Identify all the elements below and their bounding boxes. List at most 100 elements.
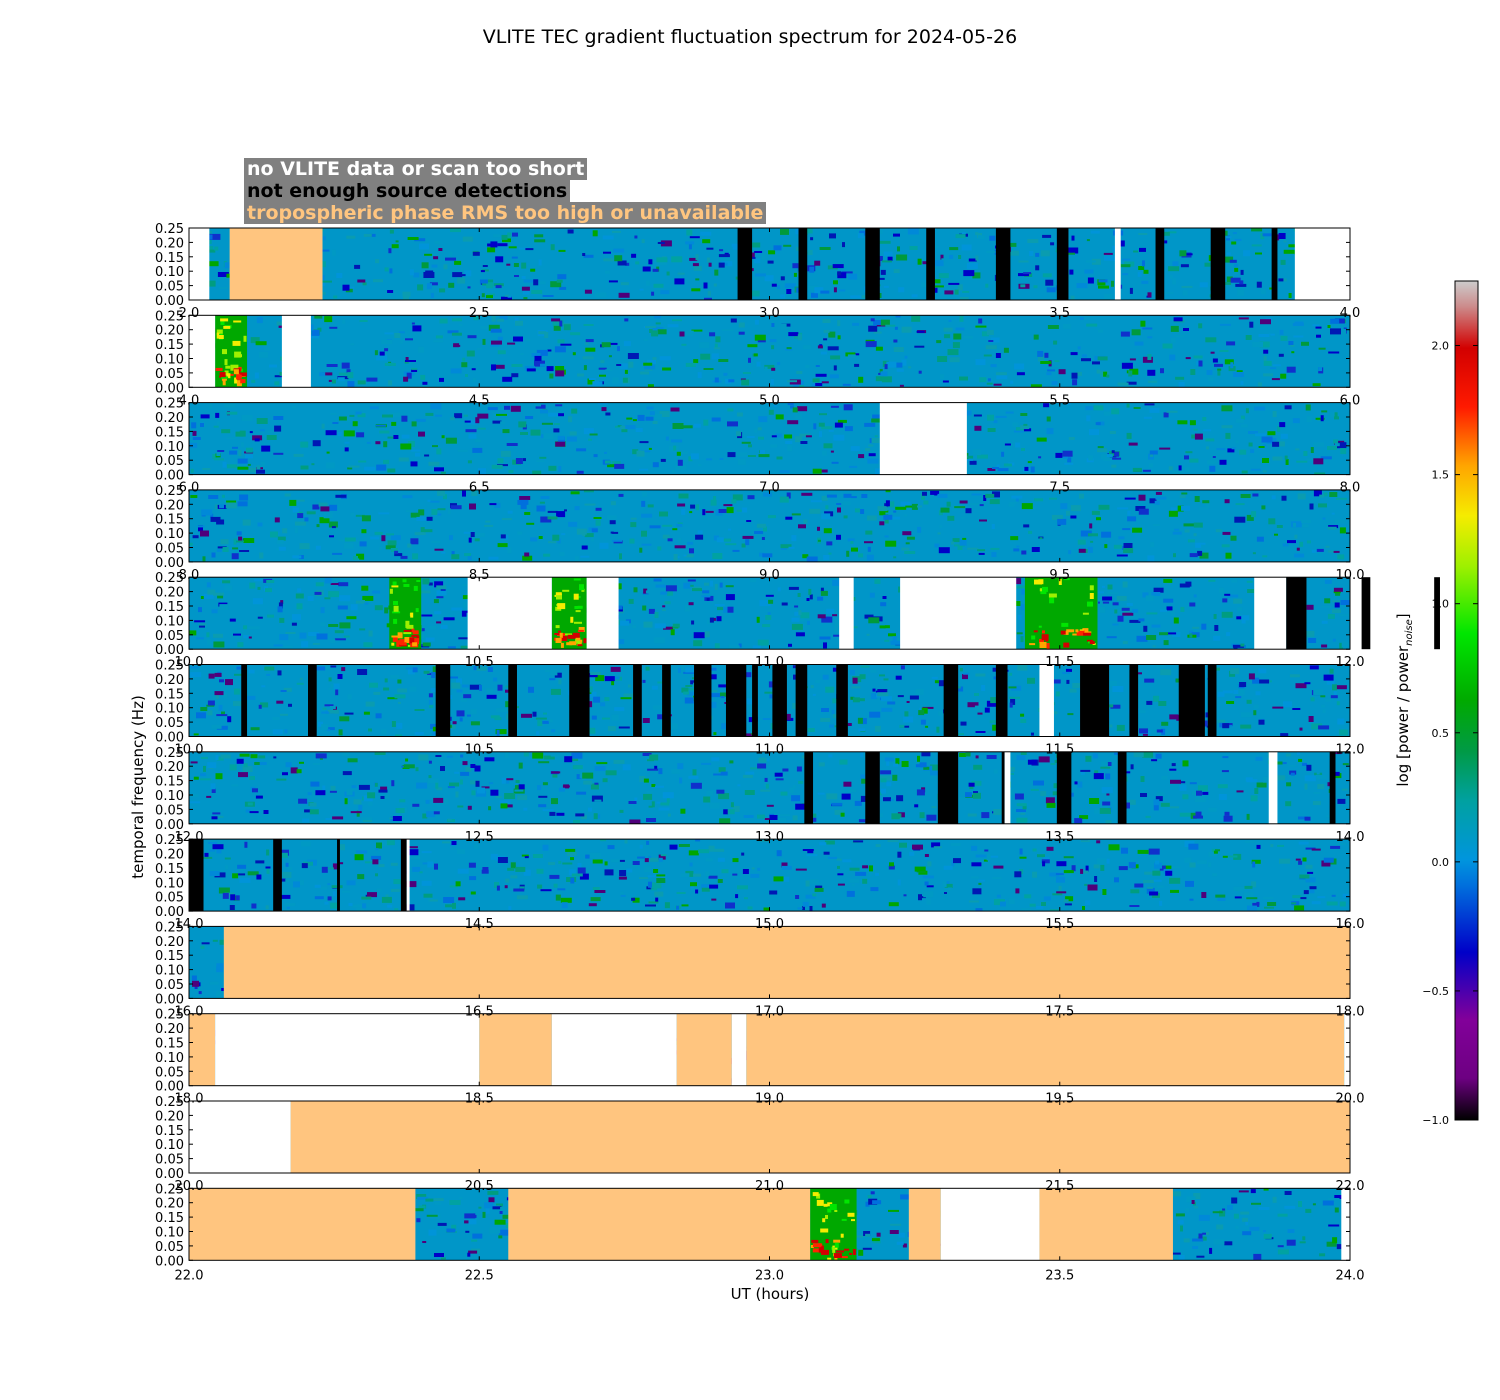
spectrum-cell [604,451,607,454]
spectrum-cell [950,843,961,846]
spectrum-cell [553,883,558,888]
spectrum-cell [1196,860,1207,865]
spectrum-cell [336,273,343,278]
spectrum-cell [1091,510,1100,515]
spectrum-cell [1283,278,1287,282]
spectrum-cell [1333,591,1341,594]
spectrum-cell [539,501,545,504]
spectrum-cell [1236,370,1243,373]
spectrum-cell [1317,784,1325,789]
spectrum-cell [1107,592,1119,595]
spectrum-cell [612,377,619,384]
spectrum-cell [488,324,500,331]
spectrum-cell [685,330,694,336]
spectrum-cell [1005,411,1014,414]
spectrum-cell [937,493,948,498]
spectrum-cell [551,771,561,774]
spectrum-cell [277,536,286,541]
spectrum-cell [623,693,635,699]
spectrum-cell [508,246,517,249]
spectrum-cell [583,254,594,258]
high-power-cell [409,637,415,644]
spectrum-cell [1212,456,1216,458]
spectrum-cell [1217,368,1222,371]
spectrum-cell [1063,456,1068,459]
spectrum-cell [1288,293,1292,298]
spectrum-cell [537,720,543,727]
spectrum-cell [1170,806,1179,809]
y-tick-label: 0.25 [155,571,184,586]
spectrum-cell [887,701,896,705]
high-power-cell [558,630,561,633]
spectrum-cell [1159,900,1163,906]
spectrum-cell [796,371,803,374]
spectrum-cell [1103,371,1108,377]
spectrum-cell [515,458,523,464]
spectrum-cell [837,419,847,423]
spectrum-cell [491,364,496,371]
spectrum-cell [786,289,792,294]
spectrum-cell [288,867,292,870]
spectrum-cell [470,891,476,895]
spectrum-cell [1106,680,1118,687]
high-power-cell [1089,641,1095,645]
spectrum-cell [727,606,734,613]
spectrum-cell [214,672,222,677]
spectrum-cell [521,286,530,291]
spectrum-cell [418,509,425,516]
spectrum-cell [1047,325,1059,329]
mask-not-enough-detections [1056,228,1069,300]
spectrum-cell [555,366,565,371]
spectrum-cell [616,364,622,366]
spectrum-cell [297,513,304,519]
spectrum-cell [792,263,799,269]
spectrum-cell [437,490,445,496]
spectrum-cell [1089,798,1100,804]
spectrum-cell [324,316,333,323]
spectrum-cell [737,885,748,890]
spectrum-cell [232,873,239,879]
spectrum-cell [312,642,320,645]
spectrum-cell [349,286,355,289]
spectrum-cell [1158,701,1167,706]
spectrum-cell [844,426,853,432]
spectrum-cell [1169,354,1176,361]
spectrum-cell [933,846,942,849]
spectrum-cell [497,243,508,247]
spectrum-cell [456,678,462,685]
spectrum-cell [874,725,881,732]
spectrum-cell [1284,455,1288,460]
spectrum-cell [1085,406,1097,411]
spectrum-cell [190,666,199,669]
spectrum-cell [1040,791,1047,797]
spectrum-cell [309,809,319,815]
spectrum-cell [1172,531,1182,535]
spectrum-cell [1000,901,1006,907]
high-power-cell [389,588,393,594]
spectrum-cell [780,323,787,330]
spectrum-cell [1181,285,1193,288]
spectrum-cell [722,329,733,332]
spectrum-cell [289,499,297,506]
spectrum-cell [229,764,237,771]
spectrum-cell [963,270,975,277]
spectrum-cell [629,819,641,824]
spectrum-cell [463,601,468,608]
spectrum-cell [853,840,864,843]
y-tick-label: 0.20 [155,236,184,251]
spectrum-cell [689,236,700,239]
spectrum-cell [540,409,548,414]
spectrum-cell [645,904,656,907]
spectrum-cell [403,295,409,300]
spectrum-cell [272,717,280,720]
spectrum-cell [1064,252,1075,255]
spectrum-cell [466,350,475,357]
spectrum-cell [1147,336,1153,339]
spectrum-cell [1272,411,1277,418]
spectrum-cell [523,297,528,300]
spectrum-cell [1306,416,1312,423]
spectrum-cell [607,726,616,732]
spectrum-cell [572,352,576,356]
spectrum-cell [870,887,879,892]
spectrum-cell [666,797,670,804]
